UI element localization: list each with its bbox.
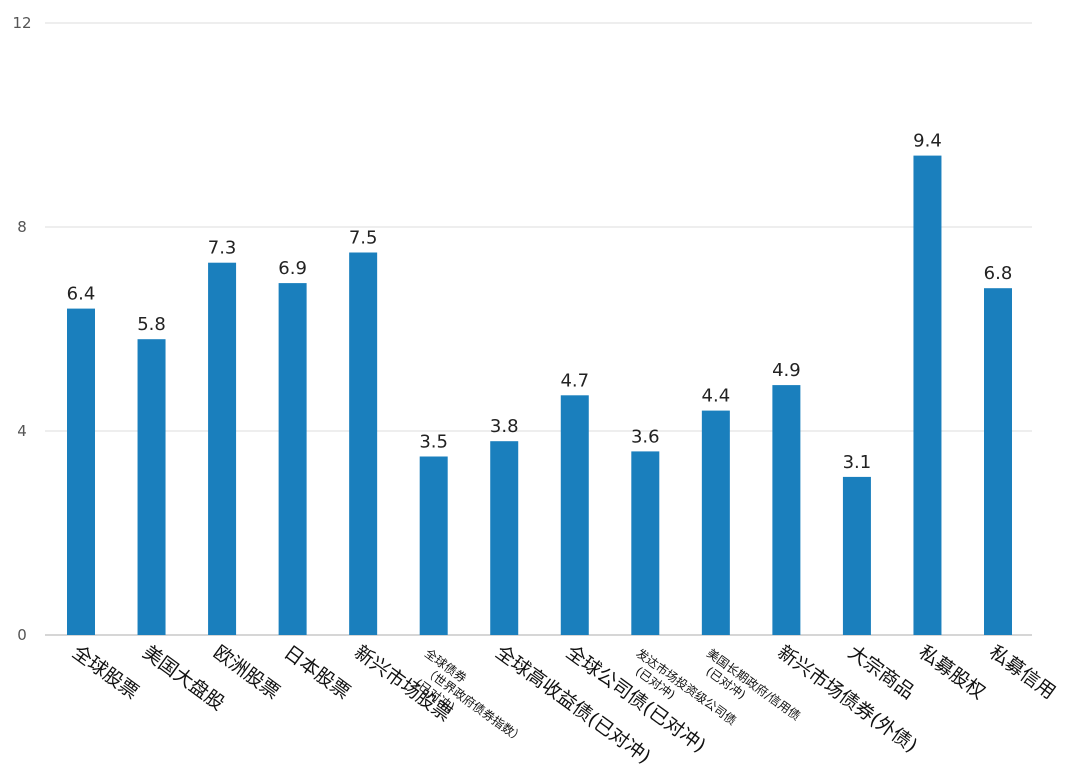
bar	[137, 339, 166, 635]
y-tick-label: 12	[12, 14, 31, 32]
bar	[419, 456, 448, 635]
category-label: 日本股票	[280, 641, 354, 703]
bar	[349, 252, 378, 635]
y-tick-label: 8	[17, 218, 27, 236]
bar	[67, 308, 95, 635]
bar	[631, 451, 660, 635]
x-tick-label: 日本股票	[280, 641, 354, 703]
bar	[913, 155, 942, 635]
data-label: 6.9	[278, 258, 307, 279]
bar	[490, 441, 519, 635]
data-label: 3.8	[490, 416, 519, 437]
bar	[278, 283, 307, 635]
category-label: 全球股票	[68, 641, 142, 703]
data-label: 3.1	[843, 452, 872, 473]
y-tick-label: 0	[17, 626, 27, 644]
category-label: 私募信用	[985, 641, 1059, 703]
bar	[208, 262, 237, 635]
data-label: 6.8	[984, 263, 1013, 284]
bar	[772, 385, 801, 635]
data-label: 4.4	[702, 386, 731, 407]
data-label: 9.4	[913, 131, 942, 152]
data-label: 7.3	[208, 238, 237, 259]
x-tick-label: 私募信用	[985, 641, 1059, 703]
data-label: 4.9	[772, 360, 801, 381]
data-label: 3.5	[419, 432, 448, 453]
data-label: 4.7	[560, 370, 589, 391]
data-label: 5.8	[137, 314, 166, 335]
data-label: 3.6	[631, 426, 660, 447]
x-tick-label: 全球股票	[68, 641, 142, 703]
bar	[560, 395, 589, 635]
data-label: 6.4	[67, 284, 96, 305]
x-tick-label: 私募股权	[915, 641, 989, 703]
bar	[842, 476, 871, 635]
y-tick-label: 4	[17, 422, 27, 440]
data-label: 7.5	[349, 228, 378, 249]
category-label: 私募股权	[915, 641, 989, 703]
bar	[984, 288, 1012, 635]
bar	[701, 410, 730, 635]
